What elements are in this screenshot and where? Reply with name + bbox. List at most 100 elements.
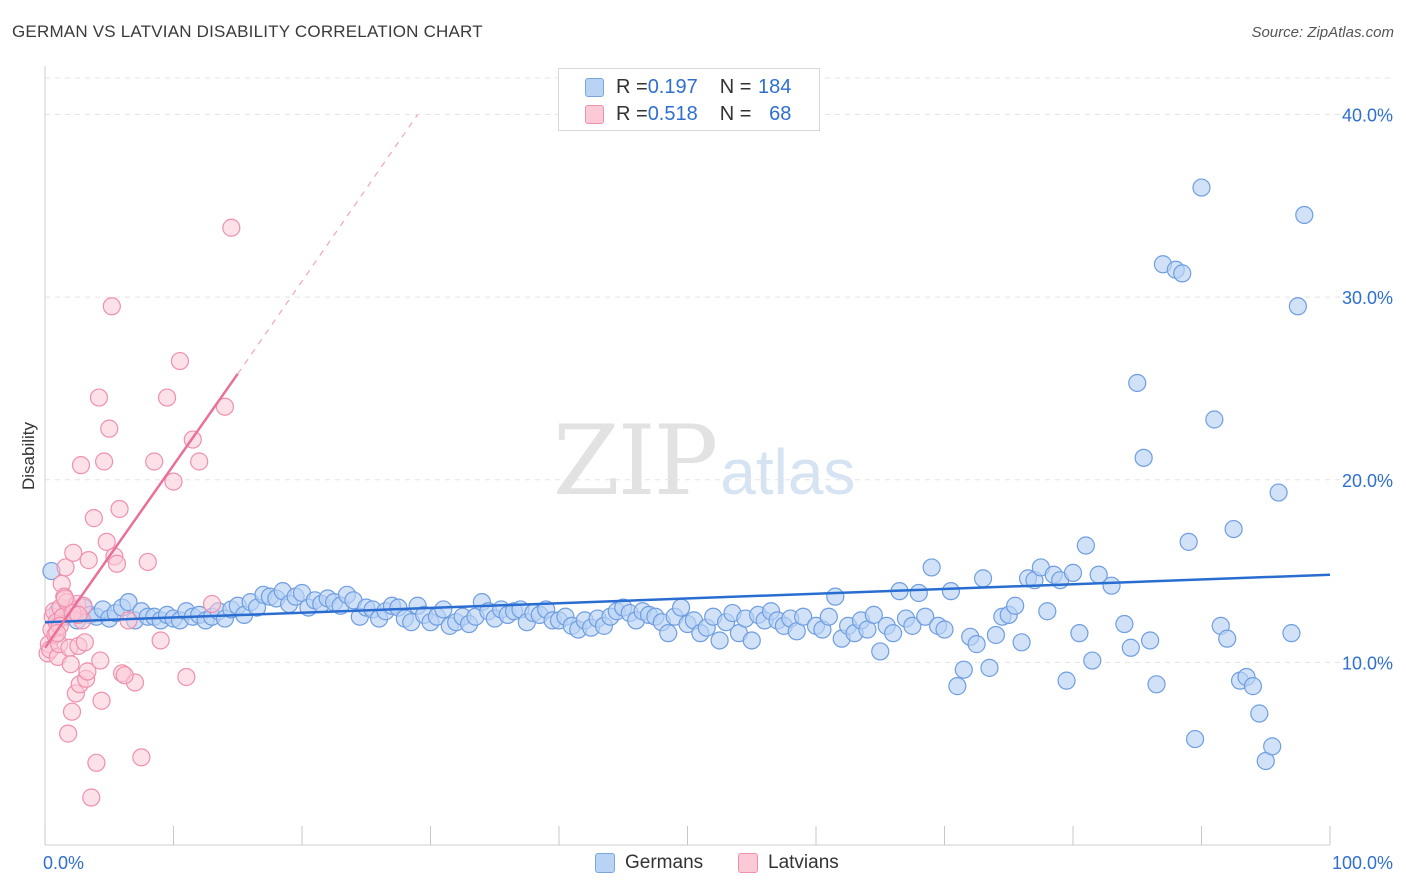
latvian-point [84, 509, 103, 528]
latvian-point [62, 702, 82, 721]
latvian-point [115, 666, 134, 685]
latvian-point [64, 543, 83, 562]
legend-row-germans: R = 0.197 N = 184 [585, 76, 791, 98]
germans-swatch [585, 77, 604, 97]
german-point [986, 625, 1006, 645]
latvians-swatch [585, 104, 604, 124]
latvian-point [190, 452, 209, 471]
latvian-point [91, 651, 110, 670]
correlation-legend: R = 0.197 N = 184 R = 0.518 N = 68 [558, 68, 820, 131]
watermark: ZIPatlas [553, 405, 855, 517]
german-point [1205, 410, 1224, 429]
german-point [671, 598, 691, 617]
n-label: N = [719, 75, 752, 98]
x-tick-label: 100.0% [1332, 853, 1393, 873]
german-point [973, 569, 993, 588]
german-point [916, 607, 935, 626]
legend-row-latvians: R = 0.518 N = 68 [585, 103, 791, 125]
german-point [1147, 675, 1166, 694]
german-point [903, 616, 922, 635]
latvian-point [164, 472, 183, 491]
latvian-point [157, 388, 177, 407]
y-tick-label: 20.0% [1342, 471, 1393, 491]
watermark-zip: ZIP [553, 405, 718, 517]
german-point [1179, 532, 1198, 551]
german-point [1269, 483, 1288, 502]
german-point [659, 624, 678, 643]
german-point [1295, 205, 1314, 225]
german-point [909, 583, 928, 603]
latvians-swatch [738, 853, 758, 873]
legend-label-latvians: Latvians [768, 852, 839, 873]
german-point [1185, 729, 1205, 749]
latvian-point [55, 589, 75, 608]
german-point [922, 558, 941, 577]
german-point [1102, 576, 1121, 595]
german-point [794, 607, 813, 626]
latvian-point [59, 724, 78, 743]
y-axis-label: Disability [19, 421, 38, 490]
german-point [819, 607, 838, 626]
n-value: 68 [769, 102, 792, 125]
latvian-point [78, 662, 97, 681]
german-point [826, 587, 845, 606]
latvian-point [138, 552, 157, 572]
latvian-point [132, 748, 151, 767]
series-legend: Germans Latvians [0, 852, 1406, 876]
german-point [434, 600, 453, 619]
r-label: R = [616, 102, 648, 125]
german-point [1288, 297, 1307, 316]
r-value: 0.197 [647, 75, 698, 98]
german-point [883, 624, 903, 643]
legend-item-latvians: Latvians [738, 852, 839, 874]
latvian-point [71, 456, 91, 475]
latvian-point [92, 691, 111, 710]
latvian-point [151, 631, 170, 650]
latvian-point [110, 499, 129, 519]
german-point [1070, 624, 1089, 643]
n-value: 184 [758, 75, 792, 98]
y-tick-label: 30.0% [1342, 288, 1393, 308]
germans-swatch [595, 853, 615, 873]
german-point [1263, 737, 1282, 756]
german-point [935, 620, 954, 639]
latvian-point [100, 419, 119, 438]
german-point [1173, 264, 1192, 283]
r-value: 0.518 [647, 102, 698, 125]
source-label: Source: ZipAtlas.com [1251, 24, 1394, 41]
german-point [1140, 631, 1160, 650]
german-point [941, 582, 961, 601]
german-point [1076, 536, 1095, 555]
latvian-point [61, 655, 80, 674]
german-point [1224, 519, 1243, 539]
latvian-point [102, 297, 121, 316]
latvian-point [107, 554, 127, 573]
latvian-point [145, 452, 164, 471]
latvian-point [89, 388, 109, 407]
latvian-point [75, 633, 94, 652]
latvian-point [56, 558, 75, 577]
german-point [710, 631, 729, 650]
german-point [1128, 373, 1147, 393]
german-point [871, 642, 890, 661]
y-tick-label: 10.0% [1342, 653, 1393, 673]
german-point [1121, 638, 1140, 657]
german-point [1063, 563, 1083, 582]
german-point [1115, 614, 1134, 634]
german-trend-line [44, 573, 1331, 624]
latvian-point [202, 594, 222, 614]
chart-title: GERMAN VS LATVIAN DISABILITY CORRELATION… [12, 22, 483, 41]
latvian-point [170, 351, 190, 371]
german-point [742, 631, 761, 650]
y-tick-label: 40.0% [1342, 106, 1393, 126]
german-point [1243, 677, 1263, 696]
german-point [864, 605, 883, 625]
latvian-point [87, 753, 106, 772]
legend-label-germans: Germans [625, 852, 704, 873]
german-point [1038, 602, 1057, 621]
german-point [1134, 448, 1153, 467]
latvian-point [79, 551, 98, 570]
german-point [1282, 624, 1301, 643]
latvian-trend-extension [237, 114, 419, 375]
german-point [980, 658, 999, 677]
